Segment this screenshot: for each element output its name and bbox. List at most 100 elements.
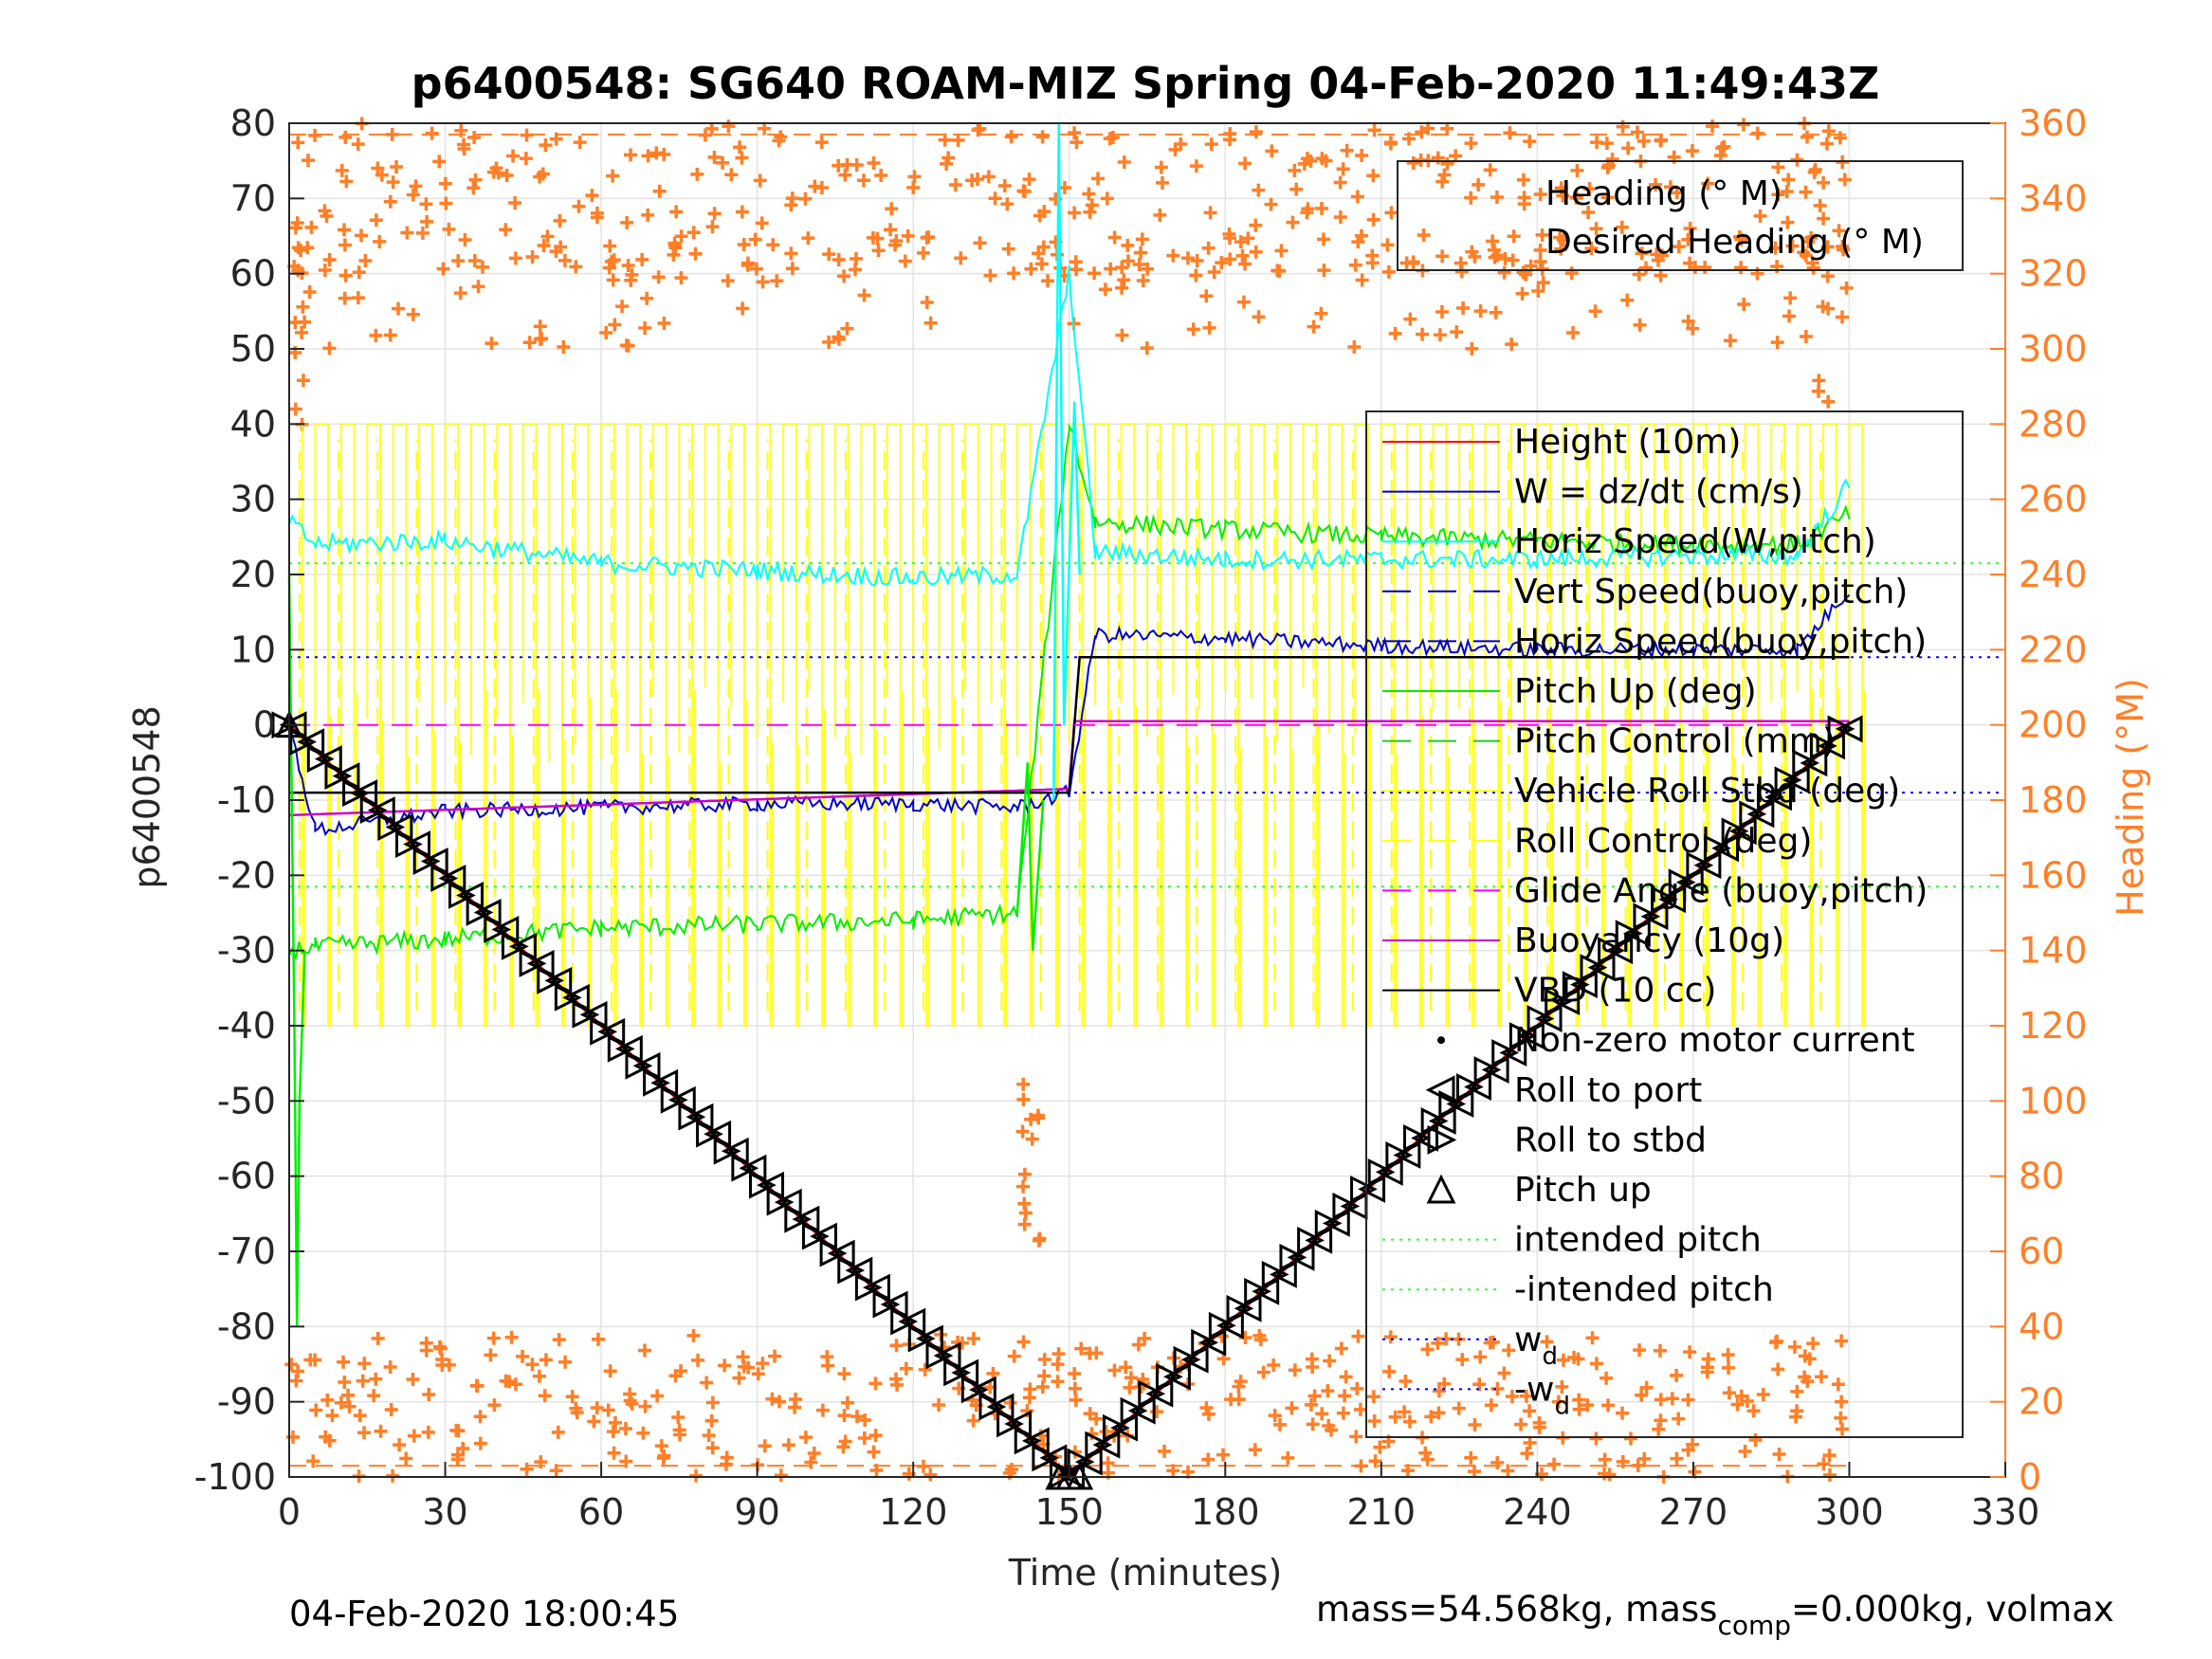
- heading-point: [1285, 1401, 1299, 1415]
- heading-point: [1153, 208, 1167, 222]
- heading-point: [1464, 1450, 1478, 1465]
- heading-point: [691, 1353, 705, 1367]
- heading-point: [552, 1333, 566, 1347]
- y-tick-label: 80: [230, 102, 276, 144]
- heading-point: [1435, 174, 1450, 189]
- heading-point: [1806, 1337, 1820, 1351]
- heading-point: [606, 1425, 620, 1439]
- heading-point: [1267, 1358, 1281, 1372]
- heading-point: [1515, 286, 1529, 301]
- heading-point: [1768, 241, 1782, 255]
- motor-dot: [1223, 1322, 1229, 1328]
- heading-point: [572, 199, 586, 213]
- motor-dot: [1241, 1305, 1247, 1311]
- legend-main-entry: Pitch up: [1514, 1171, 1652, 1210]
- heading-point: [1333, 210, 1347, 225]
- heading-point: [885, 202, 899, 216]
- motor-dot: [321, 757, 327, 762]
- heading-point: [407, 1429, 421, 1443]
- heading-point: [772, 1395, 786, 1409]
- legend-main: Height (10m) W = dz/dt (cm/s) Horiz Speed(…: [1365, 410, 1964, 1438]
- heading-point: [1665, 1392, 1679, 1406]
- legend-main-entry: W = dz/dt (cm/s): [1514, 473, 1803, 512]
- roll-marker: [1508, 1022, 1537, 1050]
- heading-point: [1035, 130, 1050, 144]
- motor-dot: [1577, 982, 1582, 988]
- roll-marker: [890, 1307, 919, 1336]
- chart-title: p6400548: SG640 ROAM-MIZ Spring 04-Feb-2…: [411, 58, 1880, 109]
- heading-point: [1249, 218, 1263, 232]
- heading-point: [1801, 130, 1815, 144]
- heading-point: [425, 126, 439, 140]
- y2-tick-label: 200: [2019, 704, 2088, 746]
- heading-point: [1816, 300, 1830, 314]
- heading-point: [1041, 274, 1055, 288]
- heading-point: [535, 332, 549, 346]
- heading-point: [1249, 125, 1263, 139]
- roll-marker: [271, 711, 300, 739]
- heading-point: [638, 320, 652, 335]
- heading-point: [923, 1468, 938, 1482]
- heading-point: [1721, 1360, 1735, 1375]
- heading-point: [705, 1395, 720, 1410]
- heading-point: [850, 1410, 864, 1424]
- heading-point: [435, 1353, 449, 1367]
- heading-point: [1600, 191, 1615, 205]
- motor-dot: [1047, 1455, 1052, 1461]
- heading-point: [753, 173, 767, 188]
- heading-point: [308, 1353, 322, 1367]
- heading-point: [338, 1375, 352, 1389]
- roll-marker: [731, 1154, 759, 1182]
- heading-point: [1753, 209, 1767, 223]
- heading-point: [369, 1372, 383, 1386]
- legend-main-entry: Pitch Up (deg): [1514, 672, 1757, 711]
- heading-point: [652, 184, 667, 198]
- heading-point: [1131, 1338, 1145, 1352]
- heading-point: [508, 195, 522, 210]
- heading-point: [406, 1372, 420, 1386]
- heading-point: [422, 1388, 436, 1402]
- heading-point: [295, 325, 309, 339]
- heading-point: [1074, 1341, 1088, 1356]
- heading-point: [740, 258, 755, 272]
- roll-marker: [960, 1376, 989, 1404]
- heading-point: [351, 137, 365, 152]
- motor-dot: [411, 842, 416, 848]
- y2-tick-label: 240: [2019, 554, 2088, 595]
- roll-marker: [713, 1137, 741, 1165]
- roll-marker: [1580, 954, 1608, 982]
- heading-point: [1801, 1375, 1815, 1389]
- legend-main-entry: -intended pitch: [1514, 1270, 1774, 1309]
- motor-dot: [1100, 1442, 1106, 1448]
- heading-point: [1317, 232, 1330, 246]
- x-tick-label: 0: [278, 1491, 301, 1533]
- heading-point: [288, 402, 302, 416]
- heading-point: [607, 253, 621, 267]
- roll-marker: [1420, 1107, 1449, 1135]
- heading-point: [322, 253, 337, 267]
- heading-point: [499, 1374, 513, 1388]
- heading-point: [1649, 177, 1662, 191]
- heading-point: [1347, 339, 1362, 354]
- heading-point: [1424, 1410, 1438, 1424]
- y2-tick-label: 320: [2019, 253, 2088, 295]
- roll-marker: [572, 1000, 600, 1029]
- heading-point: [1663, 180, 1677, 194]
- heading-point: [1517, 191, 1531, 205]
- heading-point: [1348, 258, 1362, 272]
- roll-marker: [1403, 1124, 1431, 1152]
- heading-point: [1432, 1384, 1446, 1398]
- heading-point: [785, 262, 799, 276]
- heading-point: [907, 170, 922, 184]
- heading-point: [1418, 1446, 1433, 1460]
- heading-point: [356, 1374, 370, 1388]
- heading-point: [772, 134, 786, 148]
- heading-point: [1633, 318, 1647, 332]
- heading-point: [1241, 231, 1255, 246]
- motor-dot: [1719, 846, 1725, 851]
- heading-point: [1570, 163, 1584, 177]
- heading-point: [1507, 229, 1521, 244]
- heading-point: [669, 205, 684, 219]
- motor-dot: [816, 1233, 822, 1239]
- heading-point: [1366, 1390, 1380, 1404]
